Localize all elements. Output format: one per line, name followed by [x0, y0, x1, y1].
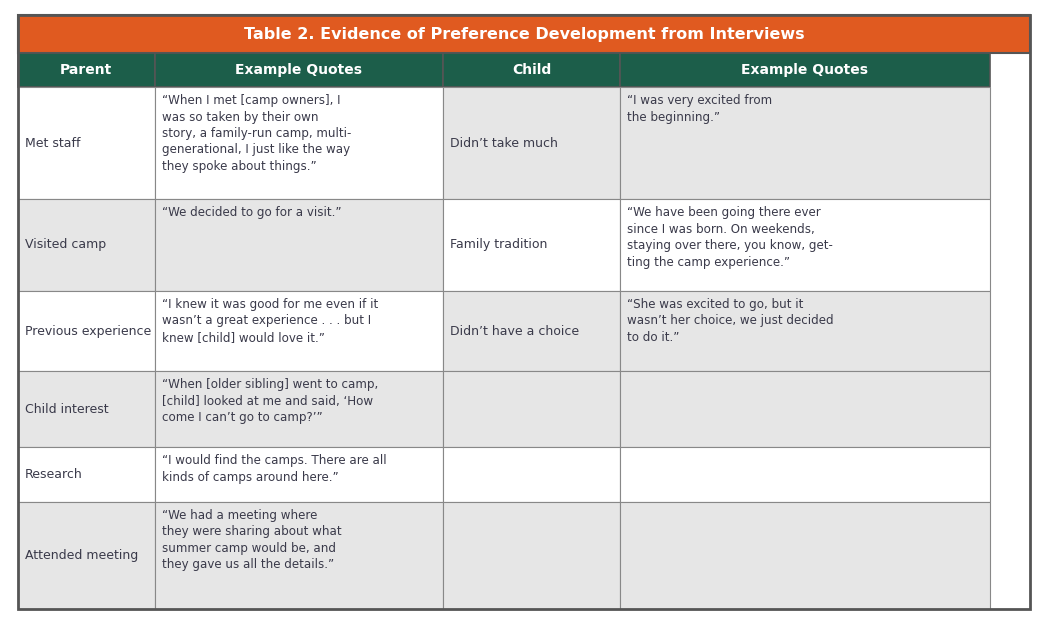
Bar: [620, 199, 989, 291]
Text: Visited camp: Visited camp: [25, 238, 106, 251]
Bar: [443, 53, 620, 87]
Text: “I knew it was good for me even if it
wasn’t a great experience . . . but I
knew: “I knew it was good for me even if it wa…: [161, 298, 378, 344]
Bar: [155, 447, 443, 502]
Text: “We had a meeting where
they were sharing about what
summer camp would be, and
t: “We had a meeting where they were sharin…: [161, 509, 342, 572]
Text: Example Quotes: Example Quotes: [236, 63, 363, 77]
Text: Child interest: Child interest: [25, 403, 109, 416]
Bar: [18, 87, 155, 199]
Bar: [155, 291, 443, 371]
Bar: [18, 199, 155, 291]
Bar: [620, 502, 989, 609]
Bar: [155, 199, 443, 291]
Bar: [155, 371, 443, 447]
Text: Previous experience: Previous experience: [25, 324, 151, 338]
Bar: [155, 87, 443, 199]
Text: “I was very excited from
the beginning.”: “I was very excited from the beginning.”: [627, 94, 772, 124]
Text: Met staff: Met staff: [25, 137, 81, 150]
Bar: [443, 371, 620, 447]
Text: Parent: Parent: [60, 63, 112, 77]
Text: Research: Research: [25, 468, 83, 481]
Bar: [620, 371, 989, 447]
Text: Didn’t take much: Didn’t take much: [450, 137, 558, 150]
Bar: [155, 502, 443, 609]
Text: Attended meeting: Attended meeting: [25, 549, 138, 562]
Text: “She was excited to go, but it
wasn’t her choice, we just decided
to do it.”: “She was excited to go, but it wasn’t he…: [627, 298, 834, 344]
Bar: [18, 502, 155, 609]
Text: Didn’t have a choice: Didn’t have a choice: [450, 324, 580, 338]
Bar: [18, 447, 155, 502]
Bar: [443, 87, 620, 199]
Bar: [155, 53, 443, 87]
Bar: [18, 15, 1030, 53]
Text: Table 2. Evidence of Preference Development from Interviews: Table 2. Evidence of Preference Developm…: [244, 26, 804, 42]
Bar: [620, 87, 989, 199]
Bar: [620, 447, 989, 502]
Bar: [620, 53, 989, 87]
Bar: [18, 291, 155, 371]
Text: “When I met [camp owners], I
was so taken by their own
story, a family-run camp,: “When I met [camp owners], I was so take…: [161, 94, 351, 173]
Text: “I would find the camps. There are all
kinds of camps around here.”: “I would find the camps. There are all k…: [161, 454, 387, 484]
Text: Family tradition: Family tradition: [450, 238, 547, 251]
Text: Child: Child: [512, 63, 551, 77]
Text: “We have been going there ever
since I was born. On weekends,
staying over there: “We have been going there ever since I w…: [627, 206, 833, 269]
Bar: [443, 447, 620, 502]
Bar: [18, 53, 155, 87]
Text: “We decided to go for a visit.”: “We decided to go for a visit.”: [161, 206, 342, 219]
Bar: [620, 291, 989, 371]
Bar: [443, 502, 620, 609]
Text: Example Quotes: Example Quotes: [741, 63, 869, 77]
Bar: [18, 371, 155, 447]
Bar: [443, 199, 620, 291]
Text: “When [older sibling] went to camp,
[child] looked at me and said, ‘How
come I c: “When [older sibling] went to camp, [chi…: [161, 379, 378, 424]
Bar: [443, 291, 620, 371]
